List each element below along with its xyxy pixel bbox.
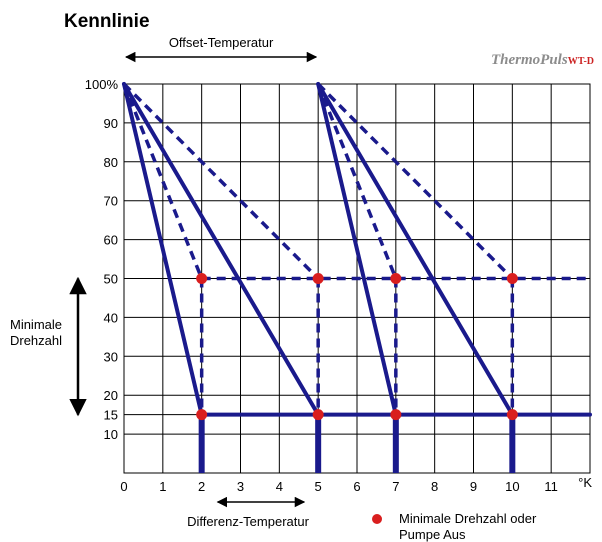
data-point xyxy=(312,273,324,284)
differenz-label: Differenz-Temperatur xyxy=(187,514,310,529)
dashed-line xyxy=(122,83,204,280)
x-tick-label: 5 xyxy=(315,479,322,494)
x-tick-label: 1 xyxy=(159,479,166,494)
solid-line xyxy=(122,82,321,417)
data-point xyxy=(390,273,402,284)
offset-label: Offset-Temperatur xyxy=(169,35,274,50)
y-tick-label: 40 xyxy=(104,310,118,325)
data-point xyxy=(196,409,208,421)
x-tick-label: 6 xyxy=(353,479,360,494)
x-tick-label: 0 xyxy=(120,479,127,494)
y-tick-label: 100% xyxy=(85,77,119,92)
x-tick-label: 11 xyxy=(544,479,558,494)
x-tick-label: 4 xyxy=(276,479,283,494)
x-unit-label: °K xyxy=(578,475,592,490)
x-tick-label: 2 xyxy=(198,479,205,494)
brand-suffix: WT-D xyxy=(568,56,594,67)
x-tick-label: 10 xyxy=(505,479,519,494)
min-drehzahl-label-line1: Minimale xyxy=(10,317,62,332)
y-tick-label: 50 xyxy=(104,272,118,287)
min-drehzahl-label-line2: Drehzahl xyxy=(10,333,62,348)
chart-title: Kennlinie xyxy=(64,11,150,32)
y-tick-label: 15 xyxy=(104,408,118,423)
x-tick-label: 3 xyxy=(237,479,244,494)
data-point xyxy=(506,273,518,284)
y-tick-label: 80 xyxy=(104,155,118,170)
dashed-line xyxy=(122,82,320,280)
solid-line xyxy=(316,82,515,417)
brand-name: ThermoPuls xyxy=(491,52,568,68)
legend-dot xyxy=(372,514,382,524)
legend-label-line2: Pumpe Aus xyxy=(399,527,466,542)
data-point xyxy=(390,409,402,421)
y-tick-label: 90 xyxy=(104,116,118,131)
y-tick-label: 70 xyxy=(104,194,118,209)
solid-line xyxy=(122,82,204,417)
chart-ticks: 0 1 2 3 4 5 6 7 8 9 10 11 °K 100% 90 80 70 60 50 40 30 20 15 10 xyxy=(85,77,593,494)
legend-label-line1: Minimale Drehzahl oder xyxy=(399,511,537,526)
chart-series xyxy=(122,82,592,473)
data-point xyxy=(312,409,324,421)
brand-logo: ThermoPulsWT-D xyxy=(491,52,594,68)
data-point xyxy=(506,409,518,421)
y-tick-label: 20 xyxy=(104,388,118,403)
dashed-line xyxy=(316,83,398,280)
x-tick-label: 9 xyxy=(470,479,477,494)
x-tick-label: 8 xyxy=(431,479,438,494)
data-point xyxy=(196,273,208,284)
solid-line xyxy=(316,82,398,417)
y-tick-label: 10 xyxy=(104,427,118,442)
dashed-line xyxy=(316,82,514,280)
y-tick-label: 30 xyxy=(104,349,118,364)
y-tick-label: 60 xyxy=(104,233,118,248)
x-tick-label: 7 xyxy=(392,479,399,494)
